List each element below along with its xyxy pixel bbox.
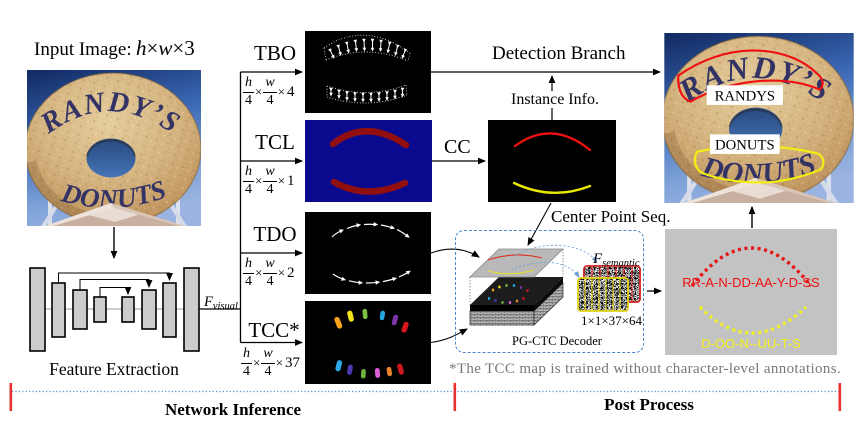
svg-text:RANDYS: RANDYS bbox=[715, 89, 775, 105]
svg-text:DONUTS: DONUTS bbox=[715, 138, 775, 154]
